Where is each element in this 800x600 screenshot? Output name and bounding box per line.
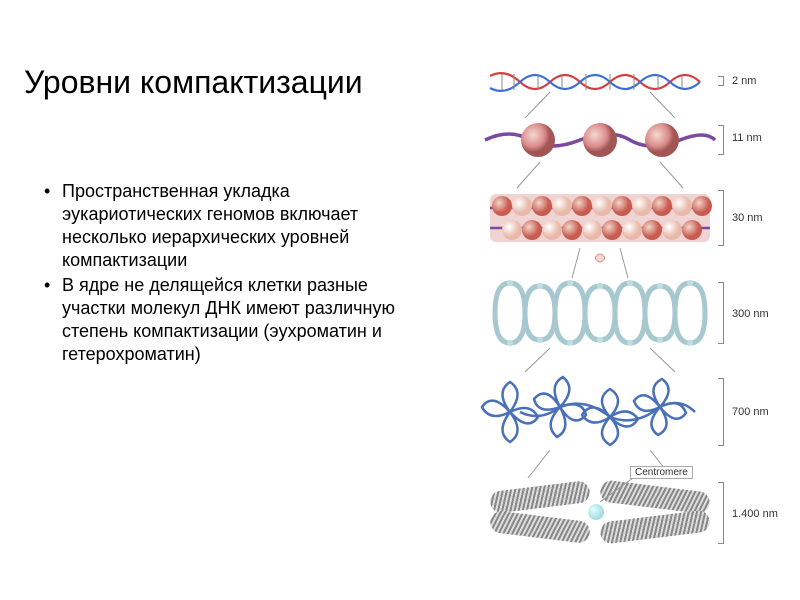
chromatin-loops <box>480 278 720 348</box>
compaction-levels-diagram: 2 nm 11 nm <box>480 70 780 570</box>
connector-icon <box>520 90 680 120</box>
dim-label: 11 nm <box>732 132 762 144</box>
loop-rosettes <box>480 372 720 450</box>
bullet-list: Пространственная укладка эукариотических… <box>38 180 408 368</box>
dim-label: 1.400 nm <box>732 508 778 520</box>
chromatid-arm <box>489 480 591 514</box>
dim-label: 700 nm <box>732 406 769 418</box>
chromatid-arm <box>489 510 591 544</box>
dim-label: 2 nm <box>732 75 756 87</box>
bullet-item: Пространственная укладка эукариотических… <box>38 180 408 272</box>
chromatid-arm <box>599 509 711 544</box>
centromere-label: Centromere <box>630 466 693 479</box>
dim-bracket <box>718 190 724 246</box>
centromere-pointer <box>598 478 638 508</box>
dim-bracket <box>718 282 724 344</box>
bullet-item: В ядре не делящейся клетки разные участк… <box>38 274 408 366</box>
connector-icon <box>515 160 685 190</box>
dim-bracket <box>718 482 724 544</box>
nucleosomes <box>480 118 720 162</box>
30nm-fiber <box>480 188 720 248</box>
dim-label: 30 nm <box>732 212 763 224</box>
dim-bracket <box>718 378 724 446</box>
dim-bracket <box>718 76 724 86</box>
dim-bracket <box>718 125 724 155</box>
dim-label: 300 nm <box>732 308 769 320</box>
connector-icon <box>570 246 630 280</box>
connector-icon <box>520 346 680 374</box>
page-title: Уровни компактизации <box>24 64 363 101</box>
